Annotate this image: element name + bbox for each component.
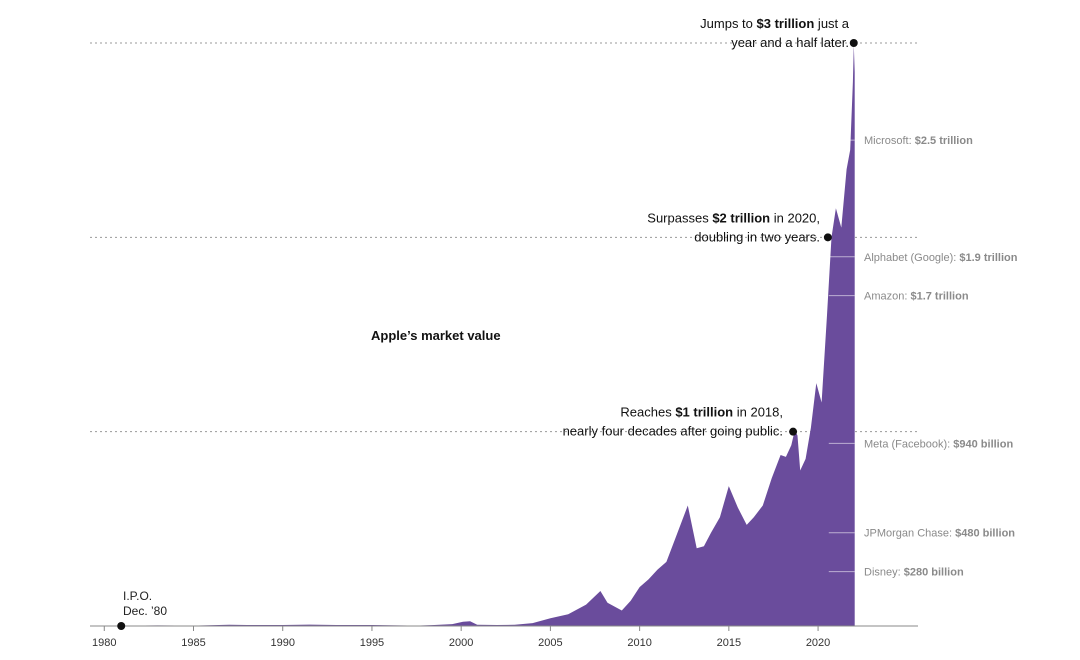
x-tick-label: 2005 bbox=[538, 637, 562, 649]
competitor-label: Disney: $280 billion bbox=[864, 567, 964, 579]
x-tick-label: 2010 bbox=[627, 637, 651, 649]
annotation-post: in 2018, bbox=[733, 405, 783, 420]
annotation-bold: $3 trillion bbox=[757, 16, 815, 31]
x-tick-label: 2020 bbox=[806, 637, 830, 649]
x-tick-label: 1980 bbox=[92, 637, 116, 649]
competitor-label: Meta (Facebook): $940 billion bbox=[864, 438, 1013, 450]
x-tick-label: 1990 bbox=[270, 637, 294, 649]
competitor-label: Amazon: $1.7 trillion bbox=[864, 291, 969, 303]
competitor-name: Alphabet (Google): bbox=[864, 252, 959, 264]
annotations: Jumps to $3 trillion just a year and a ha… bbox=[123, 16, 850, 618]
competitor-value: $2.5 trillion bbox=[915, 135, 973, 147]
annotation-bold: $2 trillion bbox=[712, 210, 770, 225]
x-tick-label: 2000 bbox=[449, 637, 473, 649]
competitor-value: $1.7 trillion bbox=[910, 291, 968, 303]
competitor-value: $480 billion bbox=[955, 528, 1015, 540]
annotation-markers bbox=[117, 39, 858, 630]
x-axis: 1980 1985 1990 1995 2000 2005 2010 2015 2020 bbox=[90, 625, 918, 649]
apple-market-value-area bbox=[121, 44, 855, 626]
competitor-name: Meta (Facebook): bbox=[864, 438, 953, 450]
annotation-pre: Reaches bbox=[620, 405, 675, 420]
annotation-line2: year and a half later. bbox=[731, 35, 849, 50]
reference-lines bbox=[90, 42, 918, 433]
annotation-line2: nearly four decades after going public. bbox=[563, 424, 783, 439]
competitor-name: JPMorgan Chase: bbox=[864, 528, 955, 540]
ipo-label-line2: Dec. ’80 bbox=[123, 604, 167, 618]
annotation-bold: $1 trillion bbox=[675, 405, 733, 420]
competitor-label: Microsoft: $2.5 trillion bbox=[864, 135, 973, 147]
annotation-line1: Reaches $1 trillion in 2018, bbox=[620, 405, 783, 420]
competitor-value: $1.9 trillion bbox=[959, 252, 1017, 264]
competitor-value: $280 billion bbox=[904, 567, 964, 579]
competitor-name: Amazon: bbox=[864, 291, 910, 303]
annotation-marker bbox=[823, 233, 832, 242]
annotation-pre: Surpasses bbox=[647, 210, 712, 225]
annotation-post: in 2020, bbox=[770, 210, 820, 225]
competitor-name: Microsoft: bbox=[864, 135, 915, 147]
ipo-label-line1: I.P.O. bbox=[123, 589, 152, 603]
competitor-value: $940 billion bbox=[953, 438, 1013, 450]
annotation-line2: doubling in two years. bbox=[694, 229, 820, 244]
annotation-line1: Surpasses $2 trillion in 2020, bbox=[647, 210, 820, 225]
competitor-label: JPMorgan Chase: $480 billion bbox=[864, 528, 1015, 540]
annotation-pre: Jumps to bbox=[700, 16, 756, 31]
annotation-line1: Jumps to $3 trillion just a bbox=[700, 16, 850, 31]
competitor-lines: Microsoft: $2.5 trillion Alphabet (Google… bbox=[828, 135, 1018, 579]
x-tick-label: 2015 bbox=[717, 637, 741, 649]
x-tick-label: 1985 bbox=[181, 637, 205, 649]
annotation-marker bbox=[849, 39, 858, 47]
annotation-post: just a bbox=[814, 16, 849, 31]
ipo-marker bbox=[117, 622, 126, 630]
chart-title: Apple’s market value bbox=[371, 328, 501, 343]
annotation-marker bbox=[789, 427, 798, 436]
competitor-label: Alphabet (Google): $1.9 trillion bbox=[864, 252, 1018, 264]
competitor-name: Disney: bbox=[864, 567, 904, 579]
x-tick-label: 1995 bbox=[360, 637, 384, 649]
